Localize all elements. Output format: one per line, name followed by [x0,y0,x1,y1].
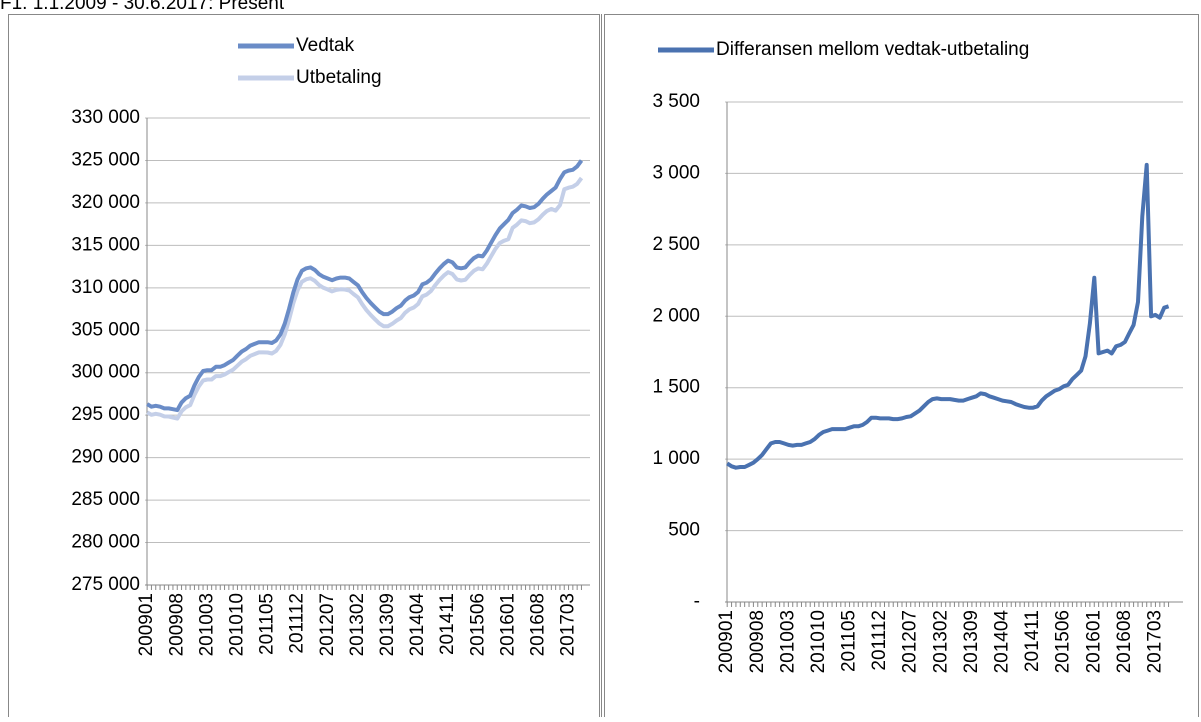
y-tick-label: 320 000 [71,192,140,213]
x-tick-label: 201302 [930,610,951,673]
x-tick-label: 201105 [257,593,278,655]
x-tick-label: 201112 [287,593,308,654]
legend-label: Utbetaling [296,67,382,88]
x-tick-label: 200908 [166,593,187,656]
x-tick-label: 201302 [347,593,368,656]
y-tick-label: 3 000 [652,162,700,183]
line [726,162,1170,470]
x-tick-label: 201207 [317,593,338,656]
y-tick-label: 305 000 [71,319,140,340]
y-tick-label: 285 000 [71,489,140,510]
x-tick-label: 201411 [437,593,458,655]
x-tick-label: 201608 [527,593,548,656]
x-tick-label: 201309 [961,610,982,673]
y-tick-label: 290 000 [71,447,140,468]
y-tick-label: 1 000 [652,448,700,469]
x-tick-label: 201608 [1114,610,1135,673]
x-tick-label: 201105 [839,610,860,672]
x-tick-label: 201506 [467,593,488,656]
y-tick-label: 275 000 [71,574,140,595]
x-tick-label: 200901 [136,593,157,656]
x-tick-label: 201309 [377,593,398,656]
y-tick-label: 2 000 [652,305,700,326]
x-tick-label: 201003 [777,610,798,673]
x-tick-label: 201404 [407,593,428,657]
x-tick-label: 200901 [716,610,737,673]
y-tick-label: 325 000 [71,149,140,170]
x-tick-label: 201703 [558,593,579,656]
x-tick-label: 201411 [1022,610,1043,672]
x-tick-label: 201506 [1053,610,1074,673]
y-tick-label: 300 000 [71,362,140,383]
x-tick-label: 201003 [196,593,217,656]
x-tick-label: 201703 [1144,610,1165,673]
y-tick-label: - [694,591,700,612]
y-tick-label: 280 000 [71,532,140,553]
x-tick-label: 201404 [992,610,1013,674]
x-tick-label: 201601 [497,593,518,656]
line [146,176,584,421]
y-tick-label: 310 000 [71,277,140,298]
x-tick-label: 201112 [869,610,890,671]
x-tick-label: 201010 [226,593,247,656]
x-tick-label: 201010 [808,610,829,673]
y-tick-label: 2 500 [652,234,700,255]
y-tick-label: 295 000 [71,404,140,425]
legend-label: Differansen mellom vedtak-utbetaling [716,39,1029,60]
x-tick-label: 200908 [747,610,768,673]
y-tick-label: 3 500 [652,91,700,112]
x-tick-label: 201207 [900,610,921,673]
y-tick-label: 330 000 [71,107,140,128]
caption: F1. 1.1.2009 - 30.6.2017: Present [0,0,285,14]
legend-label: Vedtak [296,35,355,56]
line [146,159,584,413]
y-tick-label: 315 000 [71,234,140,255]
x-tick-label: 201601 [1083,610,1104,673]
y-tick-label: 1 500 [652,377,700,398]
y-tick-label: 500 [668,520,700,541]
